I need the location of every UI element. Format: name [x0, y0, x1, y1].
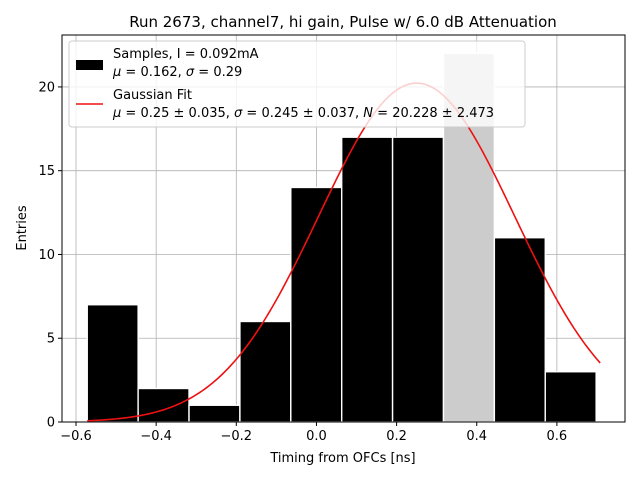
legend-box — [68, 40, 526, 128]
legend-fit-stats: μ = 0.25 ± 0.035, σ = 0.245 ± 0.037, N =… — [112, 106, 494, 121]
histogram-bar-0 — [86, 304, 139, 423]
histogram-bar-6 — [391, 136, 445, 423]
x-tick-label-2: −0.2 — [221, 429, 253, 444]
histogram-bar-4 — [290, 186, 343, 423]
legend-samples-mu: μ — [112, 65, 121, 80]
legend-fit-n-value: = 20.228 ± 2.473 — [373, 106, 494, 121]
x-tick-label-5: 0.4 — [466, 429, 487, 444]
legend-samples-mu-value: = 0.162, — [121, 65, 186, 80]
histogram-bar-1 — [137, 387, 190, 423]
y-axis-label: Entries — [15, 205, 30, 251]
y-tick-label-4: 20 — [38, 80, 55, 95]
fit-curve-line — [87, 82, 601, 422]
histogram-bar-2 — [188, 404, 241, 423]
legend-fit-n: N — [363, 106, 373, 121]
legend-fit-mu: μ — [112, 106, 121, 121]
y-tick-label-3: 15 — [38, 164, 55, 179]
x-tick-label-4: 0.2 — [386, 429, 407, 444]
histogram-bars — [86, 52, 597, 423]
legend-samples-swatch — [76, 60, 103, 70]
histogram-bar-8 — [493, 237, 546, 423]
x-tick-label-0: −0.6 — [60, 429, 92, 444]
legend-samples-stats: μ = 0.162, σ = 0.29 — [112, 65, 242, 80]
y-axis-ticks: 0 5 10 15 20 — [38, 80, 62, 431]
legend-fit-sigma-value: = 0.245 ± 0.037, — [242, 106, 363, 121]
legend: Samples, I = 0.092mA μ = 0.162, σ = 0.29… — [68, 40, 526, 128]
x-tick-label-6: 0.6 — [547, 429, 568, 444]
legend-fit-sigma: σ — [234, 106, 243, 121]
legend-samples-sigma: σ — [186, 65, 195, 80]
legend-samples-label: Samples, I = 0.092mA — [113, 47, 259, 62]
legend-fit-mu-value: = 0.25 ± 0.035, — [121, 106, 234, 121]
plot-frame — [61, 34, 626, 423]
y-tick-label-1: 5 — [47, 332, 55, 347]
legend-samples-sigma-value: = 0.29 — [194, 65, 242, 80]
x-axis-label: Timing from OFCs [ns] — [269, 451, 415, 466]
y-tick-label-0: 0 — [47, 416, 55, 431]
x-axis-ticks: −0.6 −0.4 −0.2 0.0 0.2 0.4 0.6 — [60, 422, 567, 444]
x-tick-label-1: −0.4 — [140, 429, 172, 444]
histogram-bar-9 — [544, 371, 597, 423]
x-tick-label-3: 0.0 — [306, 429, 327, 444]
legend-fit-label: Gaussian Fit — [113, 88, 192, 103]
histogram-bar-5 — [340, 136, 394, 423]
histogram-bar-3 — [239, 320, 292, 423]
gaussian-fit — [87, 82, 601, 422]
y-tick-label-2: 10 — [38, 248, 55, 263]
chart-title: Run 2673, channel7, hi gain, Pulse w/ 6.… — [129, 13, 557, 31]
